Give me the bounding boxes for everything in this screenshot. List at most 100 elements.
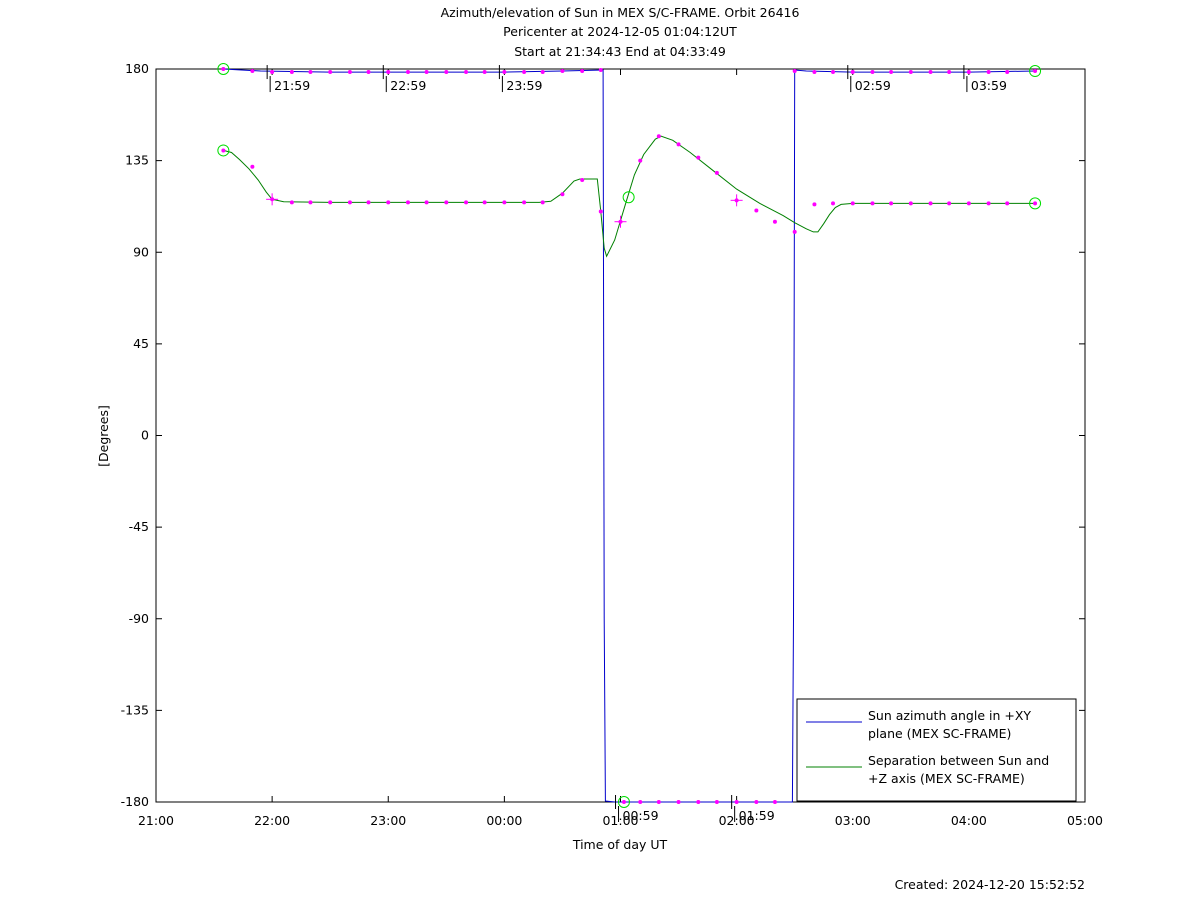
legend-label: Separation between Sun and [868,753,1049,768]
hour-marker-label: 03:59 [971,78,1007,93]
data-point [540,70,545,75]
data-point [870,70,875,75]
data-point [560,192,565,197]
data-point [366,200,371,205]
data-point [676,800,681,804]
legend-entry: Sun azimuth angle in +XY plane (MEX SC-FR… [806,708,1031,741]
hour-marker-label: 02:59 [855,78,891,93]
legend-label: +Z axis (MEX SC-FRAME) [868,771,1025,786]
data-point [540,200,545,205]
data-point [598,68,603,73]
data-point [754,208,759,213]
x-tick-label: 23:00 [370,813,406,828]
series-2 [217,134,1042,258]
legend: Sun azimuth angle in +XY plane (MEX SC-FR… [796,698,1077,802]
endpoint-circle [1029,197,1042,210]
data-point [347,200,352,205]
data-point [502,200,507,205]
x-tick-label: 01:00 [602,813,638,828]
hour-marker: 01:59 [731,795,775,823]
data-point [928,70,933,75]
data-point [444,200,449,205]
data-point [986,201,991,206]
hour-marker-label: 01:59 [739,808,775,823]
data-point [696,155,701,160]
title-line-2: Pericenter at 2024-12-05 01:04:12UT [503,24,737,39]
data-point [522,200,527,205]
endpoint-circle [217,63,230,75]
data-point [638,800,643,804]
series-line [223,68,1036,803]
data-point [850,201,855,206]
data-point [1033,69,1038,74]
y-axis-label: [Degrees] [96,405,111,467]
data-point [1005,70,1010,75]
hour-marker-label: 00:59 [623,808,659,823]
data-point [966,70,971,75]
data-point [347,70,352,75]
data-point [502,70,507,75]
title-line-3: Start at 21:34:43 End at 04:33:49 [514,44,726,59]
x-axis-label: Time of day UT [572,837,668,852]
data-point [792,69,797,74]
data-point [250,69,255,74]
endpoint-circle [1029,65,1042,78]
series-line [223,135,1036,258]
data-point [444,70,449,75]
data-point [405,70,410,75]
data-point [464,70,469,75]
data-point [889,201,894,206]
data-point [966,201,971,206]
data-point [405,200,410,205]
data-point [308,200,313,205]
y-tick-label: 45 [133,336,149,351]
data-point [656,134,661,139]
data-point [424,200,429,205]
data-point [772,800,777,804]
data-point [908,201,913,206]
series-layer [217,63,1042,808]
y-tick-label: 180 [125,61,149,76]
data-point [714,800,719,804]
data-point [947,201,952,206]
data-point [754,800,759,804]
hour-marker-label: 21:59 [274,78,310,93]
data-point [1033,201,1038,206]
data-point [928,201,933,206]
data-point [522,70,527,75]
data-point [424,70,429,75]
data-point [386,200,391,205]
data-point [812,202,817,207]
x-tick-label: 02:00 [719,813,755,828]
data-point [908,70,913,75]
legend-entry: Separation between Sun and +Z axis (MEX S… [806,753,1049,786]
x-tick-label: 04:00 [951,813,987,828]
data-point [656,800,661,804]
data-point [289,70,294,75]
legend-box [796,698,1077,802]
legend-label: Sun azimuth angle in +XY [868,708,1031,723]
endpoint-circle [217,144,230,157]
data-point [696,800,701,804]
data-point [328,70,333,75]
hour-marker-label: 23:59 [506,78,542,93]
endpoint-circle [622,191,635,204]
data-point [792,229,797,234]
hour-marker: 23:59 [498,65,542,93]
hour-marker-label: 22:59 [390,78,426,93]
hour-marker: 21:59 [266,65,310,93]
data-point [714,170,719,175]
hour-marker-layer: 21:59 22:59 23:59 00:59 01:59 02:59 03:59 [266,65,1007,823]
data-point [270,70,275,75]
x-tick-label: 05:00 [1067,813,1103,828]
data-point [1005,201,1010,206]
data-point [772,219,777,224]
data-point [580,177,585,182]
chart-title: Azimuth/elevation of Sun in MEX S/C-FRAM… [441,5,800,59]
data-point [221,148,226,153]
endpoint-circle [617,796,630,808]
data-point [621,800,626,804]
data-point [734,800,739,804]
data-point [289,200,294,205]
